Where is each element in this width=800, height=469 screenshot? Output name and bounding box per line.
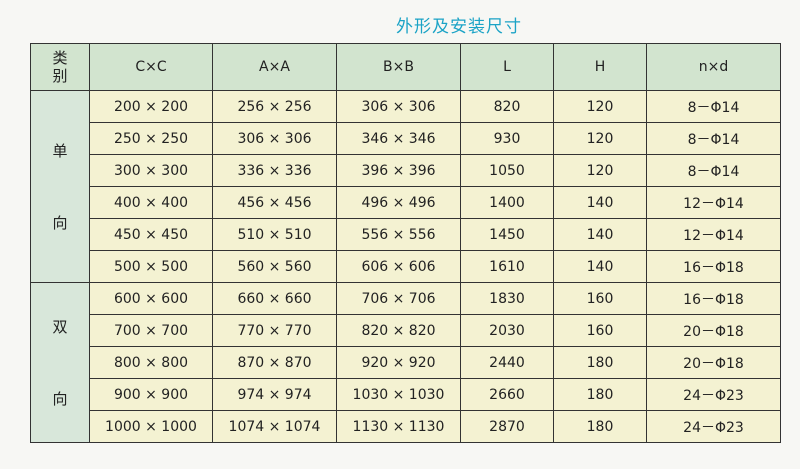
table-cell: 306 × 306	[212, 122, 337, 155]
table-cell: 2660	[460, 378, 554, 411]
table-cell: 1000 × 1000	[89, 410, 213, 443]
table-cell: 456 × 456	[212, 186, 337, 219]
table-cell: 510 × 510	[212, 218, 337, 251]
table-cell: 24－Φ23	[646, 378, 781, 411]
table-cell: 8－Φ14	[646, 90, 781, 123]
table-row: 500 × 500 560 × 560 606 × 606 1610 140 16－Φ18	[31, 250, 781, 283]
table-cell: 706 × 706	[336, 282, 461, 315]
table-cell: 870 × 870	[212, 346, 337, 379]
table-cell: 306 × 306	[336, 90, 461, 123]
page-title: 外形及安装尺寸	[396, 17, 522, 37]
table-cell: 920 × 920	[336, 346, 461, 379]
table-cell: 1450	[460, 218, 554, 251]
category-label: 双 向	[52, 317, 68, 408]
table-cell: 700 × 700	[89, 314, 213, 347]
table-cell: 820	[460, 90, 554, 123]
table-cell: 140	[553, 250, 647, 283]
table-row: 700 × 700 770 × 770 820 × 820 2030 160 20－Φ18	[31, 314, 781, 347]
category-header: 类 别	[30, 43, 90, 91]
table-cell: 2030	[460, 314, 554, 347]
table-cell: 16－Φ18	[646, 282, 781, 315]
table-cell: 556 × 556	[336, 218, 461, 251]
table-cell: 24－Φ23	[646, 410, 781, 443]
table-cell: 496 × 496	[336, 186, 461, 219]
table-cell: 180	[553, 410, 647, 443]
category-cell: 单 向	[30, 90, 90, 283]
table-cell: 770 × 770	[212, 314, 337, 347]
table-cell: 8－Φ14	[646, 122, 781, 155]
table-cell: 1830	[460, 282, 554, 315]
table-cell: 660 × 660	[212, 282, 337, 315]
table-cell: 20－Φ18	[646, 314, 781, 347]
table-cell: 16－Φ18	[646, 250, 781, 283]
table-cell: 250 × 250	[89, 122, 213, 155]
table-cell: 1130 × 1130	[336, 410, 461, 443]
table-cell: 1050	[460, 154, 554, 187]
table-cell: 336 × 336	[212, 154, 337, 187]
table-cell: 140	[553, 186, 647, 219]
table-cell: 256 × 256	[212, 90, 337, 123]
table-cell: 1610	[460, 250, 554, 283]
table-cell: 396 × 396	[336, 154, 461, 187]
table-cell: 930	[460, 122, 554, 155]
column-header: C×C	[89, 43, 213, 91]
column-header: A×A	[212, 43, 337, 91]
table-cell: 346 × 346	[336, 122, 461, 155]
table-cell: 400 × 400	[89, 186, 213, 219]
column-header: B×B	[336, 43, 461, 91]
table-cell: 1074 × 1074	[212, 410, 337, 443]
table-cell: 120	[553, 154, 647, 187]
table-cell: 120	[553, 122, 647, 155]
column-header: H	[553, 43, 647, 91]
table-cell: 600 × 600	[89, 282, 213, 315]
table-cell: 180	[553, 378, 647, 411]
column-header: L	[460, 43, 554, 91]
table-cell: 140	[553, 218, 647, 251]
table-cell: 2870	[460, 410, 554, 443]
table-row: 1000 × 1000 1074 × 1074 1130 × 1130 2870 180…	[31, 410, 781, 443]
table-cell: 560 × 560	[212, 250, 337, 283]
table-cell: 820 × 820	[336, 314, 461, 347]
table-cell: 120	[553, 90, 647, 123]
table-cell: 200 × 200	[89, 90, 213, 123]
table-cell: 160	[553, 314, 647, 347]
table-cell: 900 × 900	[89, 378, 213, 411]
table-row: 双 向 600 × 600 660 × 660 706 × 706 1830 160 16－…	[30, 282, 781, 443]
table-cell: 12－Φ14	[646, 186, 781, 219]
table-cell: 800 × 800	[89, 346, 213, 379]
table-cell: 450 × 450	[89, 218, 213, 251]
table-row: 450 × 450 510 × 510 556 × 556 1450 140 12－Φ14	[31, 218, 781, 251]
category-cell: 双 向	[30, 282, 90, 443]
column-header: n×d	[646, 43, 781, 91]
table-cell: 20－Φ18	[646, 346, 781, 379]
table-cell: 160	[553, 282, 647, 315]
table-cell: 1400	[460, 186, 554, 219]
table-cell: 974 × 974	[212, 378, 337, 411]
table-row: 800 × 800 870 × 870 920 × 920 2440 180 20－Φ18	[31, 346, 781, 379]
table-row: 900 × 900 974 × 974 1030 × 1030 2660 180 24－Φ…	[31, 378, 781, 411]
table-row: 400 × 400 456 × 456 496 × 496 1400 140 12－Φ14	[31, 186, 781, 219]
table-row: 单 向 200 × 200 256 × 256 306 × 306 820 120 8－Φ1…	[30, 90, 781, 283]
table-row: 300 × 300 336 × 336 396 × 396 1050 120 8－Φ14	[31, 154, 781, 187]
table-cell: 12－Φ14	[646, 218, 781, 251]
table-cell: 180	[553, 346, 647, 379]
table-cell: 500 × 500	[89, 250, 213, 283]
category-label: 单 向	[52, 141, 68, 232]
table-cell: 2440	[460, 346, 554, 379]
table-row: 250 × 250 306 × 306 346 × 346 930 120 8－Φ14	[31, 122, 781, 155]
table-cell: 8－Φ14	[646, 154, 781, 187]
table-cell: 300 × 300	[89, 154, 213, 187]
table-cell: 1030 × 1030	[336, 378, 461, 411]
table-cell: 606 × 606	[336, 250, 461, 283]
